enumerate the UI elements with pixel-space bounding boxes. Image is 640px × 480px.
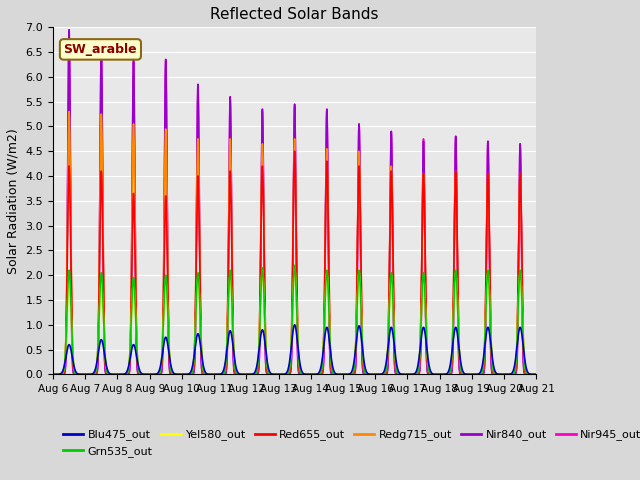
Nir840_out bbox=[532, 372, 540, 377]
Blu475_out bbox=[376, 372, 383, 377]
Red655_out bbox=[291, 148, 298, 154]
Nir945_out bbox=[65, 37, 73, 43]
Nir945_out bbox=[532, 372, 540, 377]
Yel580_out bbox=[403, 372, 410, 377]
Nir840_out bbox=[49, 372, 57, 377]
Red655_out bbox=[532, 372, 540, 377]
Nir945_out bbox=[500, 372, 508, 377]
Redg715_out bbox=[430, 372, 438, 377]
Redg715_out bbox=[404, 372, 412, 377]
Nir945_out bbox=[49, 372, 57, 377]
Blu475_out bbox=[403, 372, 410, 377]
Title: Reflected Solar Bands: Reflected Solar Bands bbox=[211, 7, 379, 22]
Grn535_out bbox=[291, 263, 298, 268]
Yel580_out bbox=[376, 372, 383, 377]
Redg715_out bbox=[376, 372, 383, 377]
Nir840_out bbox=[136, 372, 144, 377]
Redg715_out bbox=[276, 372, 284, 377]
Grn535_out bbox=[532, 372, 540, 377]
Line: Grn535_out: Grn535_out bbox=[53, 265, 536, 374]
Blu475_out bbox=[532, 372, 540, 377]
Yel580_out bbox=[430, 372, 438, 377]
Nir840_out bbox=[430, 372, 438, 377]
Red655_out bbox=[276, 372, 284, 377]
Blu475_out bbox=[136, 368, 143, 373]
Redg715_out bbox=[403, 372, 410, 377]
Nir840_out bbox=[65, 27, 73, 33]
Line: Redg715_out: Redg715_out bbox=[53, 111, 536, 374]
Nir840_out bbox=[532, 372, 540, 377]
Nir840_out bbox=[500, 372, 508, 377]
Redg715_out bbox=[65, 108, 73, 114]
Redg715_out bbox=[532, 372, 540, 377]
Redg715_out bbox=[532, 372, 540, 377]
Blu475_out bbox=[276, 372, 284, 377]
Nir945_out bbox=[276, 372, 284, 377]
Grn535_out bbox=[430, 372, 438, 377]
Text: SW_arable: SW_arable bbox=[63, 43, 137, 56]
Red655_out bbox=[146, 372, 154, 377]
Red655_out bbox=[49, 372, 57, 377]
Red655_out bbox=[532, 372, 540, 377]
Nir840_out bbox=[376, 372, 383, 377]
Nir840_out bbox=[276, 372, 284, 377]
Yel580_out bbox=[49, 372, 57, 377]
Red655_out bbox=[403, 372, 410, 377]
Grn535_out bbox=[403, 372, 410, 377]
Red655_out bbox=[430, 372, 438, 377]
Nir945_out bbox=[430, 372, 438, 377]
Yel580_out bbox=[532, 372, 540, 377]
Grn535_out bbox=[49, 372, 57, 377]
Nir840_out bbox=[403, 372, 410, 377]
Grn535_out bbox=[113, 372, 121, 377]
Blu475_out bbox=[291, 322, 298, 328]
Redg715_out bbox=[49, 372, 57, 377]
Legend: Blu475_out, Grn535_out, Yel580_out, Red655_out, Redg715_out, Nir840_out, Nir945_: Blu475_out, Grn535_out, Yel580_out, Red6… bbox=[58, 425, 640, 461]
Red655_out bbox=[136, 372, 143, 377]
Grn535_out bbox=[376, 372, 383, 377]
Line: Red655_out: Red655_out bbox=[53, 151, 536, 374]
Grn535_out bbox=[136, 371, 144, 376]
Yel580_out bbox=[136, 370, 143, 376]
Blu475_out bbox=[430, 372, 438, 377]
Nir945_out bbox=[136, 372, 144, 377]
Red655_out bbox=[376, 372, 383, 377]
Nir945_out bbox=[376, 372, 383, 377]
Blu475_out bbox=[49, 372, 57, 377]
Nir945_out bbox=[532, 372, 540, 377]
Grn535_out bbox=[532, 372, 540, 377]
Y-axis label: Solar Radiation (W/m2): Solar Radiation (W/m2) bbox=[7, 128, 20, 274]
Yel580_out bbox=[291, 265, 298, 271]
Redg715_out bbox=[136, 372, 144, 377]
Line: Nir840_out: Nir840_out bbox=[53, 30, 536, 374]
Blu475_out bbox=[532, 372, 540, 377]
Yel580_out bbox=[276, 372, 284, 377]
Yel580_out bbox=[532, 372, 540, 377]
Line: Blu475_out: Blu475_out bbox=[53, 325, 536, 374]
Line: Yel580_out: Yel580_out bbox=[53, 268, 536, 374]
Line: Nir945_out: Nir945_out bbox=[53, 40, 536, 374]
Nir945_out bbox=[403, 372, 410, 377]
Grn535_out bbox=[276, 372, 284, 377]
